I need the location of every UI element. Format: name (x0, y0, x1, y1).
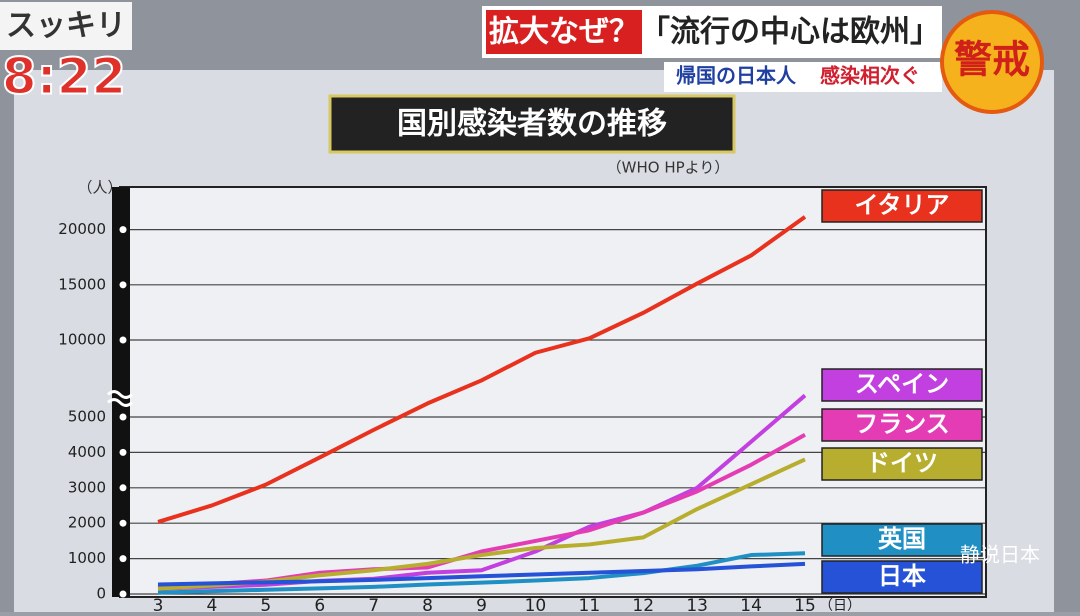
x-tick-label: 9 (476, 596, 487, 612)
y-axis-label: （人） (77, 179, 122, 197)
title-box (328, 94, 736, 154)
y-tick-label: 10000 (58, 331, 106, 349)
badge (940, 10, 1044, 114)
sub-box (664, 62, 942, 92)
x-tick-label: 7 (368, 596, 379, 612)
y-tick (119, 226, 127, 234)
y-tick-label: 20000 (58, 220, 106, 238)
legend-swatch (821, 560, 983, 594)
y-tick-label: 15000 (58, 275, 106, 293)
y-tick (119, 555, 127, 563)
headline-tag-box (486, 10, 642, 54)
x-tick-label: 5 (260, 596, 271, 612)
x-tick-label: 15 (794, 596, 816, 612)
y-tick (119, 448, 127, 456)
x-tick-label: 13 (686, 596, 708, 612)
series-line (157, 215, 807, 524)
x-tick-label: 11 (579, 596, 601, 612)
legend-label: スペイン (855, 370, 949, 398)
series-line (157, 551, 806, 595)
badge-text: 警戒 (954, 38, 1030, 82)
y-tick-label: 0 (96, 585, 106, 603)
legend-swatch (821, 447, 983, 481)
watermark: 静说日本 (960, 543, 1040, 567)
series-line (157, 561, 806, 587)
legend-swatch (821, 408, 983, 442)
y-tick (119, 281, 127, 289)
legend-label: 日本 (878, 562, 926, 590)
y-tick-label: 2000 (68, 514, 106, 532)
subtitle: （WHO HPより） (607, 159, 730, 177)
y-tick-label: 3000 (68, 478, 106, 496)
x-tick-label: 6 (314, 596, 325, 612)
x-tick-label: 3 (153, 596, 164, 612)
y-tick (119, 590, 127, 598)
legend-label: イタリア (854, 191, 949, 219)
y-tick-label: 5000 (68, 408, 106, 426)
legend-swatch (821, 189, 983, 223)
subheadline: 帰国の日本人 (676, 64, 797, 88)
program: スッキリ (6, 9, 126, 44)
x-tick-label: 14 (740, 596, 762, 612)
subheadline: 感染相次ぐ (820, 64, 920, 88)
y-tick (119, 519, 127, 527)
y-tick (119, 413, 127, 421)
x-tick-label: 10 (525, 596, 547, 612)
legend-swatch (821, 523, 983, 557)
clock: 8:22 (2, 48, 126, 106)
y-tick (119, 336, 127, 344)
legend-label: ドイツ (866, 449, 938, 477)
x-tick-label: 8 (422, 596, 433, 612)
legend-label: 英国 (878, 525, 926, 553)
x-tick-label: 12 (632, 596, 654, 612)
x-tick-label: 4 (207, 596, 218, 612)
program-box (0, 2, 132, 50)
headline-tag: 拡大なぜ？ (489, 15, 639, 50)
legend-label: フランス (854, 410, 950, 438)
y-axis-bar (112, 187, 130, 597)
y-tick-label: 1000 (68, 549, 106, 567)
legend-swatch (821, 368, 983, 402)
axis-break (106, 390, 134, 407)
chart-title: 国別感染者数の推移 (397, 107, 667, 142)
headline: 「流行の中心は欧州」 (640, 15, 940, 50)
y-tick (119, 484, 127, 492)
y-tick-label: 4000 (68, 443, 106, 461)
series-line (157, 393, 807, 591)
x-axis-label: （日） (819, 598, 861, 612)
